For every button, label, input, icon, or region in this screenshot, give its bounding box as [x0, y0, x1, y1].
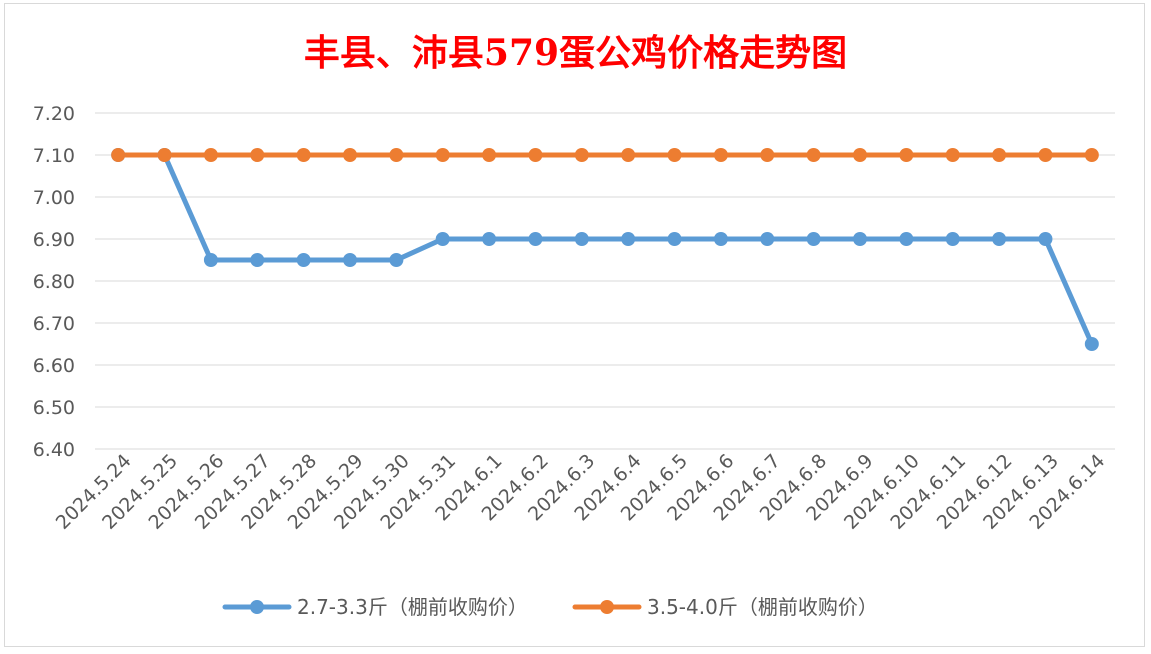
chart-title: 丰县、沛县579蛋公鸡价格走势图 [303, 32, 848, 74]
legend-marker-2 [600, 600, 614, 614]
data-point [203, 253, 218, 267]
legend-label-2: 3.5-4.0斤（棚前收购价） [647, 595, 878, 619]
data-point [482, 148, 497, 162]
data-point [899, 232, 914, 246]
y-tick-label: 6.70 [33, 313, 75, 335]
data-point [574, 232, 589, 246]
y-tick-label: 7.00 [33, 187, 75, 209]
data-point [621, 148, 636, 162]
data-point [203, 148, 218, 162]
series-line-1 [115, 152, 1095, 347]
data-point [1084, 148, 1099, 162]
legend-marker-1 [250, 600, 264, 614]
data-point [1038, 148, 1053, 162]
data-point [667, 232, 682, 246]
data-point [853, 232, 867, 246]
gridlines [95, 112, 1115, 450]
data-point [1084, 337, 1099, 351]
y-tick-label: 6.80 [33, 271, 75, 293]
data-point [992, 148, 1007, 162]
y-tick-label: 6.90 [33, 229, 75, 251]
data-point [528, 232, 543, 246]
y-tick-label: 6.50 [33, 397, 75, 419]
data-point [853, 148, 867, 162]
data-point [528, 148, 543, 162]
data-point [713, 232, 728, 246]
y-axis: 6.40 6.50 6.60 6.70 6.80 6.90 7.00 7.10 7.20 [33, 103, 75, 461]
data-point [296, 253, 311, 267]
legend: 2.7-3.3斤（棚前收购价） 3.5-4.0斤（棚前收购价） [222, 595, 878, 619]
x-axis: 2024.5.242024.5.252024.5.262024.5.272024… [52, 450, 1110, 534]
data-point [250, 148, 265, 162]
data-point [899, 148, 914, 162]
data-point [667, 148, 682, 162]
y-tick-label: 6.60 [33, 355, 75, 377]
legend-label-1: 2.7-3.3斤（棚前收购价） [297, 595, 528, 619]
data-point [574, 148, 589, 162]
y-tick-label: 7.20 [33, 103, 75, 125]
data-point [389, 253, 404, 267]
data-point [296, 148, 311, 162]
data-point [992, 232, 1007, 246]
data-point [713, 148, 728, 162]
data-point [945, 232, 960, 246]
data-point [760, 232, 775, 246]
data-point [806, 232, 821, 246]
data-point [157, 148, 172, 162]
y-tick-label: 7.10 [33, 145, 75, 167]
series-group [111, 148, 1099, 351]
data-point [806, 148, 821, 162]
data-point [435, 148, 450, 162]
data-point [435, 232, 450, 246]
chart-frame [4, 3, 1145, 647]
data-point [389, 148, 404, 162]
data-point [945, 148, 960, 162]
data-point [111, 148, 126, 162]
data-point [482, 232, 497, 246]
y-tick-label: 6.40 [33, 439, 75, 461]
data-point [621, 232, 636, 246]
data-point [343, 253, 357, 267]
data-point [250, 253, 265, 267]
data-point [343, 148, 357, 162]
data-point [760, 148, 775, 162]
data-point [1038, 232, 1053, 246]
